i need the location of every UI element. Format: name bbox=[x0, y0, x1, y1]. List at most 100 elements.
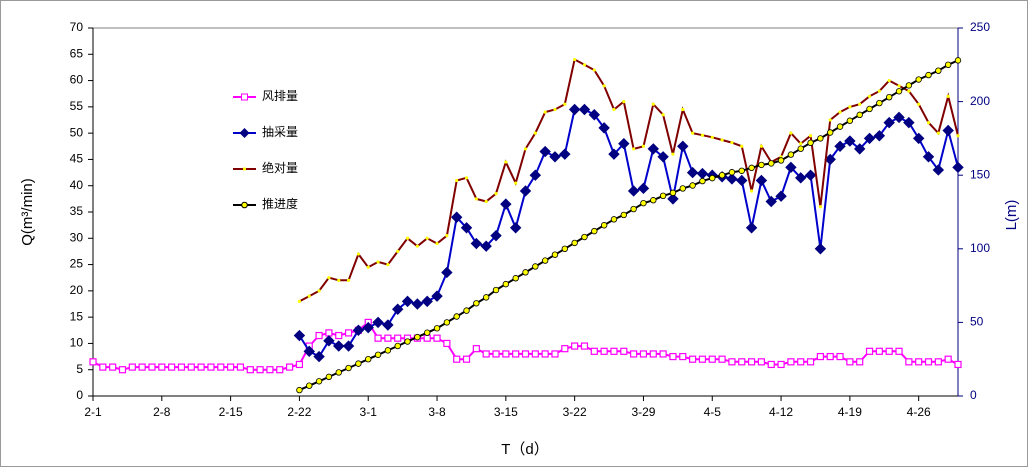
data-point bbox=[325, 373, 333, 381]
data-point bbox=[730, 141, 734, 145]
data-point bbox=[924, 358, 933, 366]
data-point bbox=[915, 76, 922, 83]
data-point bbox=[745, 222, 758, 234]
data-point bbox=[736, 174, 748, 187]
y-tick-label: 15 bbox=[70, 309, 84, 323]
data-point bbox=[797, 145, 804, 152]
data-point bbox=[276, 366, 284, 374]
data-point bbox=[296, 386, 303, 394]
x-tick-label: 4-19 bbox=[838, 405, 862, 419]
data-point bbox=[333, 340, 345, 352]
x-tick-label: 2-22 bbox=[287, 405, 311, 419]
data-point bbox=[514, 181, 518, 185]
data-point bbox=[335, 331, 343, 340]
y-tick-label: 45 bbox=[70, 152, 84, 166]
data-point bbox=[946, 94, 950, 98]
data-point bbox=[875, 347, 883, 355]
data-point bbox=[519, 185, 532, 197]
data-point bbox=[700, 133, 705, 137]
data-point bbox=[905, 82, 913, 89]
data-point bbox=[337, 278, 341, 282]
data-point bbox=[158, 363, 166, 371]
data-point bbox=[355, 360, 362, 367]
x-axis-title: T（d） bbox=[501, 441, 549, 458]
data-point bbox=[504, 160, 508, 164]
data-point bbox=[677, 140, 689, 152]
data-point bbox=[532, 263, 539, 270]
data-point bbox=[512, 350, 520, 358]
data-point bbox=[588, 109, 601, 121]
data-point bbox=[421, 295, 433, 308]
data-point bbox=[944, 61, 952, 69]
y-tick-label: 25 bbox=[70, 257, 84, 271]
y-tick-label: 10 bbox=[70, 336, 84, 350]
data-point bbox=[903, 116, 915, 129]
x-tick-label: 3-8 bbox=[428, 405, 446, 419]
data-point bbox=[431, 290, 443, 302]
data-point bbox=[374, 351, 382, 358]
data-point bbox=[411, 298, 424, 310]
data-point bbox=[376, 260, 380, 264]
data-point bbox=[433, 325, 441, 332]
x-tick-label: 3-1 bbox=[360, 405, 378, 419]
data-point bbox=[787, 151, 795, 158]
data-point bbox=[177, 363, 186, 371]
data-point bbox=[372, 316, 384, 329]
data-point bbox=[600, 222, 608, 229]
x-tick-label: 3-15 bbox=[494, 405, 518, 419]
data-point bbox=[473, 300, 480, 307]
data-point bbox=[657, 151, 669, 163]
data-point bbox=[295, 360, 304, 369]
data-point bbox=[640, 199, 647, 207]
data-point bbox=[128, 363, 136, 371]
data-point bbox=[818, 205, 822, 209]
data-point bbox=[342, 340, 355, 352]
data-point bbox=[435, 241, 439, 246]
legend-label: 风排量 bbox=[262, 89, 298, 103]
data-point bbox=[956, 134, 960, 138]
data-point bbox=[335, 369, 342, 376]
data-point bbox=[578, 103, 591, 116]
data-point bbox=[592, 68, 596, 72]
data-point bbox=[718, 171, 726, 179]
data-point bbox=[356, 252, 360, 256]
data-point bbox=[297, 299, 302, 303]
data-point bbox=[612, 107, 616, 112]
y2-tick-label: 0 bbox=[970, 388, 977, 402]
data-point bbox=[669, 189, 677, 197]
data-point bbox=[472, 345, 480, 353]
data-point bbox=[559, 148, 571, 160]
data-point bbox=[415, 244, 419, 248]
x-tick-label: 2-8 bbox=[153, 405, 171, 419]
data-point bbox=[740, 144, 744, 148]
data-point bbox=[392, 303, 404, 315]
data-point bbox=[303, 345, 315, 358]
data-point bbox=[445, 234, 449, 238]
data-point bbox=[799, 142, 803, 146]
data-point bbox=[453, 355, 461, 363]
legend-item: 绝对量 bbox=[233, 160, 298, 175]
data-point bbox=[582, 63, 587, 67]
legend-item: 风排量 bbox=[233, 89, 298, 103]
y-tick-label: 35 bbox=[70, 204, 84, 218]
data-point bbox=[689, 182, 696, 189]
legend-label: 推进度 bbox=[262, 196, 298, 211]
data-point bbox=[568, 103, 581, 116]
data-point bbox=[317, 289, 321, 293]
data-point bbox=[651, 102, 655, 106]
series bbox=[296, 57, 962, 394]
legend-marker bbox=[241, 93, 248, 101]
x-tick-label: 3-29 bbox=[631, 405, 655, 419]
data-point bbox=[553, 107, 557, 112]
data-point bbox=[856, 111, 863, 119]
legend-marker bbox=[239, 128, 250, 138]
data-point bbox=[591, 227, 598, 235]
data-point bbox=[423, 334, 431, 342]
data-point bbox=[647, 143, 659, 155]
data-point bbox=[777, 157, 785, 164]
data-point bbox=[622, 100, 626, 104]
data-point bbox=[804, 169, 817, 181]
data-point bbox=[521, 350, 530, 358]
data-point bbox=[482, 350, 490, 358]
data-point bbox=[630, 350, 638, 358]
